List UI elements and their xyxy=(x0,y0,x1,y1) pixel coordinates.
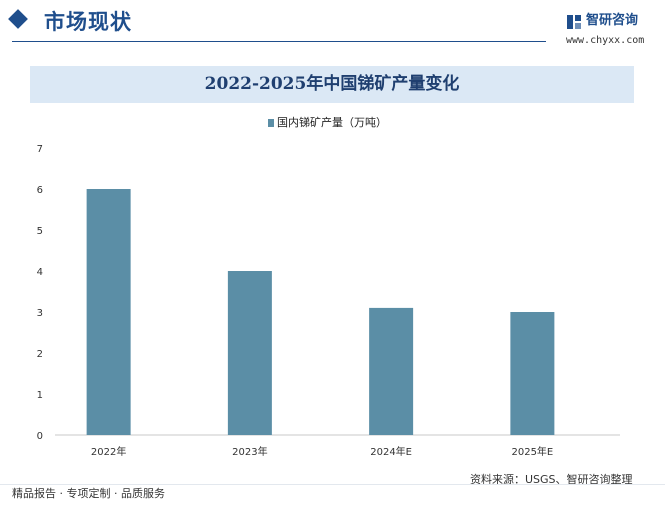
bar xyxy=(86,189,131,435)
y-tick-label: 1 xyxy=(37,390,43,401)
x-tick-label: 2024年E xyxy=(370,445,412,458)
chart-title: 2022-2025年中国锑矿产量变化 xyxy=(204,74,460,94)
source-note: 资料来源：USGS、智研咨询整理 xyxy=(470,473,633,486)
page-header: 市场现状 智研咨询 www.chyxx.com xyxy=(0,0,665,48)
y-tick-label: 6 xyxy=(37,185,43,196)
y-tick-label: 7 xyxy=(37,144,43,155)
header-divider xyxy=(12,41,546,42)
bar xyxy=(227,271,272,435)
footer-tagline: 精品报告 · 专项定制 · 品质服务 xyxy=(12,487,165,500)
y-tick-label: 3 xyxy=(37,308,43,319)
x-axis: 2022年 2023年 2024年E 2025年E xyxy=(91,445,553,458)
bar xyxy=(510,312,555,435)
x-tick-label: 2022年 xyxy=(91,445,126,458)
bars xyxy=(86,189,555,435)
brand-name: 智研咨询 xyxy=(586,13,639,28)
section-title: 市场现状 xyxy=(44,10,132,34)
x-tick-label: 2023年 xyxy=(232,445,267,458)
y-tick-label: 5 xyxy=(37,226,43,237)
legend-label: 国内锑矿产量（万吨） xyxy=(277,116,387,129)
footer-divider xyxy=(0,484,665,485)
brand-logo-icon xyxy=(567,15,581,29)
y-tick-label: 2 xyxy=(37,349,43,360)
brand-url[interactable]: www.chyxx.com xyxy=(566,35,645,46)
y-tick-label: 4 xyxy=(37,267,43,278)
chart-title-band: 2022-2025年中国锑矿产量变化 xyxy=(30,66,634,103)
y-tick-label: 0 xyxy=(37,431,43,442)
y-axis: 0 1 2 3 4 5 6 7 xyxy=(37,144,43,442)
x-tick-label: 2025年E xyxy=(511,445,553,458)
bar xyxy=(369,307,414,435)
legend-swatch xyxy=(268,119,274,127)
